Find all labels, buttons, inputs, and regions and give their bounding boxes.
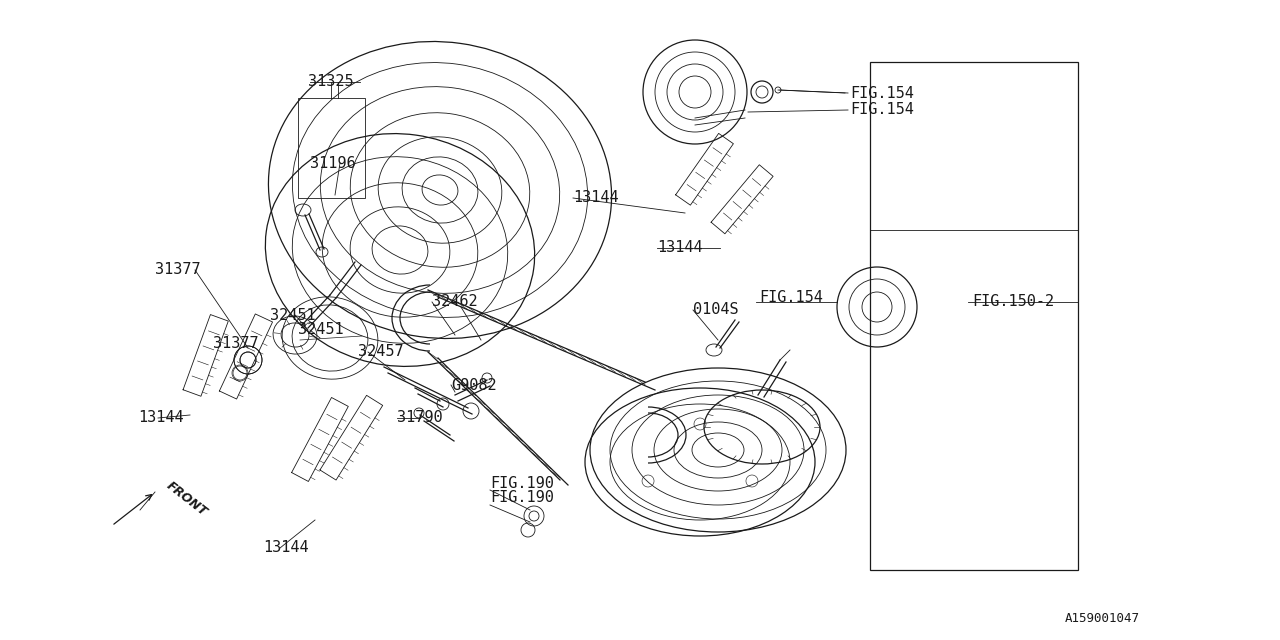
Bar [870, 62, 1078, 570]
Text: FIG.190: FIG.190 [490, 490, 554, 506]
Text: FIG.150-2: FIG.150-2 [972, 294, 1055, 310]
Text: 32451: 32451 [298, 323, 343, 337]
Text: 31377: 31377 [155, 262, 201, 278]
Text: 13144: 13144 [138, 410, 183, 426]
Bar [298, 98, 365, 198]
Text: 0104S: 0104S [692, 303, 739, 317]
Text: FIG.190: FIG.190 [490, 476, 554, 490]
Text: 32462: 32462 [433, 294, 477, 310]
Text: FRONT: FRONT [164, 479, 210, 518]
Text: 13144: 13144 [262, 541, 308, 556]
Text: 13144: 13144 [657, 241, 703, 255]
Text: 31790: 31790 [397, 410, 443, 426]
Text: FIG.154: FIG.154 [759, 291, 823, 305]
Text: FIG.154: FIG.154 [850, 86, 914, 100]
Text: 32451: 32451 [270, 307, 316, 323]
Text: 32457: 32457 [358, 344, 403, 360]
Text: 31377: 31377 [212, 335, 259, 351]
Text: G9082: G9082 [451, 378, 497, 392]
Text: 13144: 13144 [573, 191, 618, 205]
Text: A159001047: A159001047 [1065, 611, 1140, 625]
Text: FIG.154: FIG.154 [850, 102, 914, 118]
Text: 31196: 31196 [310, 156, 356, 170]
Text: 31325: 31325 [308, 74, 353, 90]
